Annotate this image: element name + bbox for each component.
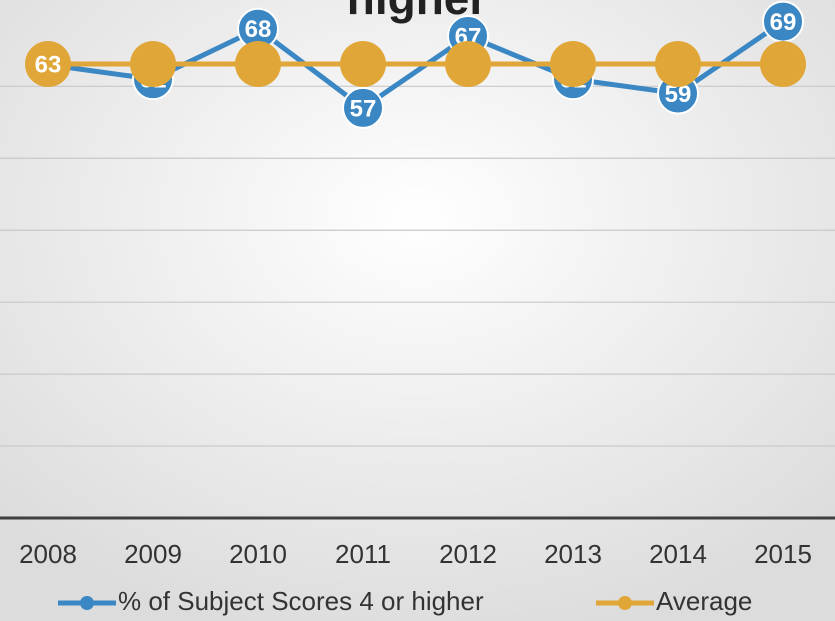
- data-label: 63: [35, 51, 62, 78]
- data-point: [550, 41, 596, 88]
- x-tick-label: 2012: [439, 539, 497, 569]
- x-tick-label: 2008: [19, 539, 77, 569]
- chart-title: higher: [347, 0, 488, 24]
- legend-marker: [618, 596, 632, 610]
- data-point: [342, 86, 384, 129]
- legend-label: Average: [656, 586, 752, 616]
- x-tick-label: 2011: [335, 539, 391, 569]
- legend: % of Subject Scores 4 or higher Average: [58, 586, 752, 616]
- data-point: [340, 41, 386, 88]
- marks: 636168576761596963: [25, 0, 806, 129]
- data-point: [655, 41, 701, 88]
- data-label: 69: [770, 9, 797, 36]
- data-label: 68: [245, 16, 272, 43]
- x-tick-label: 2015: [754, 539, 812, 569]
- data-point: [25, 41, 71, 88]
- x-tick-label: 2009: [124, 539, 182, 569]
- data-point: [760, 41, 806, 88]
- data-label: 57: [350, 95, 377, 122]
- x-tick-label: 2014: [649, 539, 707, 569]
- data-point: [445, 41, 491, 88]
- legend-label: % of Subject Scores 4 or higher: [118, 586, 484, 616]
- legend-marker: [80, 596, 94, 610]
- x-tick-label: 2013: [544, 539, 602, 569]
- data-point: [130, 41, 176, 88]
- x-tick-label: 2010: [229, 539, 287, 569]
- data-point: [235, 41, 281, 88]
